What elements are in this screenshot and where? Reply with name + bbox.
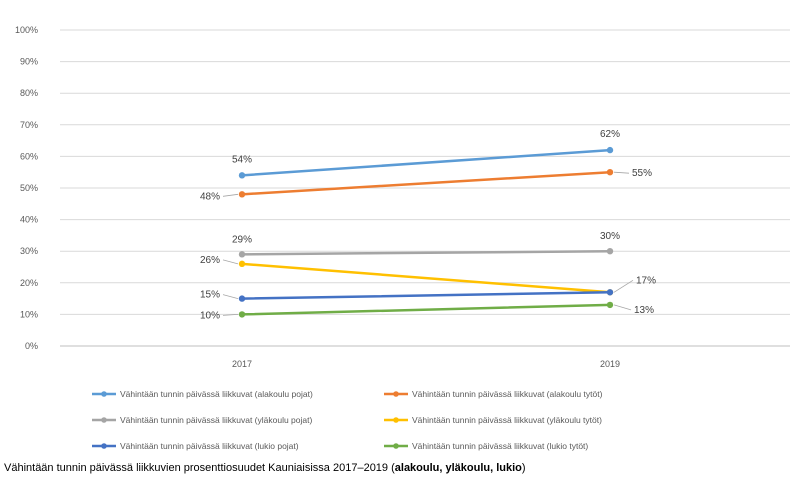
data-label: 29% <box>232 234 252 245</box>
x-axis: 2017 2019 <box>232 359 620 369</box>
data-point <box>606 248 614 255</box>
legend-marker <box>101 443 107 449</box>
legend-entry: Vähintään tunnin päivässä liikkuvat (ala… <box>412 389 603 399</box>
legend-entry: Vähintään tunnin päivässä liikkuvat (ylä… <box>120 415 312 425</box>
chart-caption: Vähintään tunnin päivässä liikkuvien pro… <box>4 462 526 474</box>
label-leader-line <box>222 259 239 265</box>
y-tick-label: 80% <box>20 88 38 98</box>
data-point <box>238 251 246 258</box>
data-point <box>606 301 614 309</box>
y-tick-label: 30% <box>20 246 38 256</box>
legend-marker <box>393 391 399 397</box>
data-point <box>238 311 246 318</box>
series-line <box>240 170 612 196</box>
data-point <box>238 295 246 302</box>
y-tick-label: 10% <box>20 309 38 319</box>
caption-text: Vähintään tunnin päivässä liikkuvien pro… <box>4 462 395 474</box>
y-tick-label: 20% <box>20 278 38 288</box>
legend-marker <box>101 417 107 423</box>
data-point <box>238 191 246 198</box>
label-leader-line <box>222 314 239 316</box>
y-tick-label: 70% <box>20 120 38 130</box>
data-point <box>606 169 614 176</box>
data-point <box>238 172 246 179</box>
legend: Vähintään tunnin päivässä liikkuvat (ala… <box>92 389 603 451</box>
label-leader-line <box>613 171 630 174</box>
legend-marker <box>393 443 399 449</box>
data-label: 15% <box>200 290 220 301</box>
data-point <box>238 260 246 268</box>
label-leader-line <box>222 193 239 197</box>
data-label: 10% <box>200 310 220 321</box>
y-tick-label: 50% <box>20 183 38 193</box>
caption-end: ) <box>521 462 526 474</box>
data-point <box>606 146 614 154</box>
series-line <box>240 291 612 300</box>
legend-marker <box>393 417 399 423</box>
line-chart: 0%10%20%30%40%50%60%70%80%90%100% 2017 20… <box>15 25 790 451</box>
series-line <box>240 249 612 256</box>
y-tick-label: 100% <box>15 25 38 35</box>
legend-entry: Vähintään tunnin päivässä liikkuvat (luk… <box>412 441 588 451</box>
data-label: 30% <box>600 231 620 242</box>
y-tick-label: 90% <box>20 57 38 67</box>
y-tick-label: 60% <box>20 151 38 161</box>
y-tick-label: 40% <box>20 215 38 225</box>
data-label: 13% <box>634 305 654 316</box>
data-point <box>606 289 614 296</box>
data-label: 17% <box>636 275 656 286</box>
label-leader-line <box>613 279 634 293</box>
legend-entry: Vähintään tunnin päivässä liikkuvat (luk… <box>120 441 299 451</box>
series-line <box>240 262 612 294</box>
label-leader-line <box>613 304 632 311</box>
series-lines <box>238 146 614 318</box>
legend-entry: Vähintään tunnin päivässä liikkuvat (ylä… <box>412 415 602 425</box>
data-label: 55% <box>632 168 652 179</box>
data-label: 26% <box>200 255 220 266</box>
data-label: 48% <box>200 191 220 202</box>
legend-marker <box>101 391 107 397</box>
y-tick-label: 0% <box>25 341 38 351</box>
data-label: 62% <box>600 129 620 140</box>
legend-entry: Vähintään tunnin päivässä liikkuvat (ala… <box>120 389 313 399</box>
data-label: 54% <box>232 154 252 165</box>
caption-bold: alakoulu, yläkoulu, lukio <box>394 462 522 474</box>
x-tick-label: 2019 <box>600 359 620 369</box>
series-line <box>240 303 612 316</box>
x-tick-label: 2017 <box>232 359 252 369</box>
y-axis: 0% 10% 20% 30% 40% 50% 60% 70% 80% 90% 100% <box>15 25 38 351</box>
series-line <box>240 148 612 177</box>
data-labels: 54% 62% 48% 55% 29% 30% 26% 17% 15% 10% 13% <box>200 129 656 321</box>
label-leader-line <box>222 294 239 299</box>
grid-lines <box>60 29 790 347</box>
